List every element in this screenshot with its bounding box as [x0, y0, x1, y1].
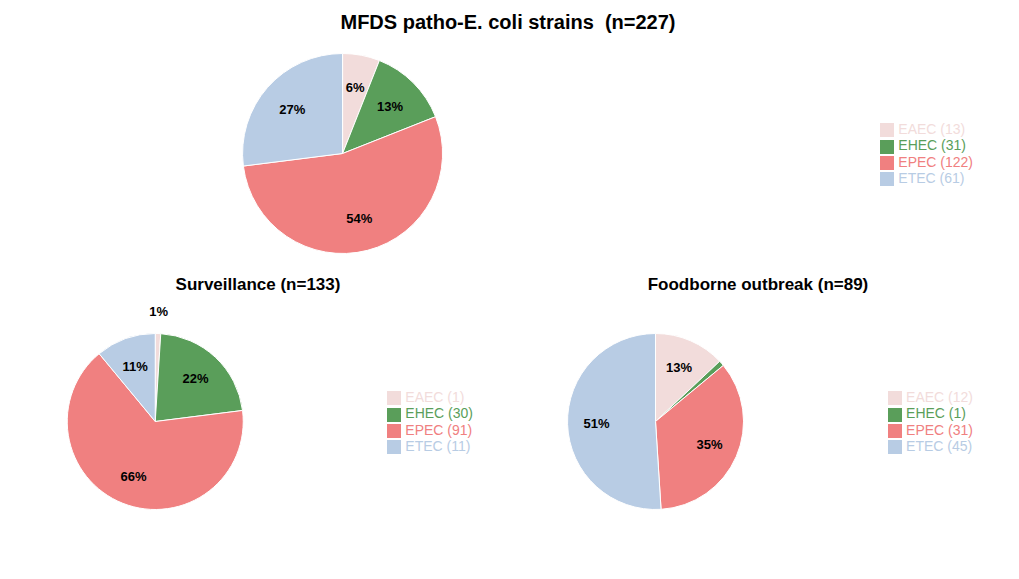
svg-text:6%: 6% — [346, 80, 365, 95]
svg-text:11%: 11% — [123, 359, 149, 374]
html-text:EHEC (31): EHEC (31) — [898, 137, 966, 154]
html-text:EPEC (122): EPEC (122) — [898, 153, 973, 170]
svg-text:54%: 54% — [346, 211, 372, 226]
svg-text:66%: 66% — [121, 469, 147, 484]
html-text:Surveillance (n=133): Surveillance (n=133) — [175, 275, 341, 294]
svg-text:13%: 13% — [666, 360, 692, 375]
html-text:EPEC (91): EPEC (91) — [405, 421, 473, 438]
html-text:EAEC (12): EAEC (12) — [906, 388, 973, 405]
html-text:EHEC (1): EHEC (1) — [906, 405, 966, 422]
svg-text:27%: 27% — [279, 102, 305, 117]
html-text:EPEC (31): EPEC (31) — [906, 421, 973, 438]
html-text:EAEC (13): EAEC (13) — [898, 120, 966, 137]
svg-text:35%: 35% — [697, 437, 723, 452]
html-text:ETEC (11): ETEC (11) — [405, 437, 471, 454]
svg-text:22%: 22% — [183, 371, 209, 386]
svg-text:13%: 13% — [377, 99, 403, 114]
svg-text:51%: 51% — [584, 416, 610, 431]
html-text:ETEC (61): ETEC (61) — [898, 169, 965, 186]
html-text:ETEC (45): ETEC (45) — [906, 437, 973, 454]
html-text:EHEC (30): EHEC (30) — [405, 405, 473, 422]
html-text:EAEC (1): EAEC (1) — [405, 388, 465, 405]
html-text:MFDS patho-E. coli strains (n=: MFDS patho-E. coli strains (n=227) — [340, 11, 676, 33]
svg-text:1%: 1% — [149, 304, 168, 319]
html-text:Foodborne outbreak (n=89): Foodborne outbreak (n=89) — [647, 275, 869, 294]
